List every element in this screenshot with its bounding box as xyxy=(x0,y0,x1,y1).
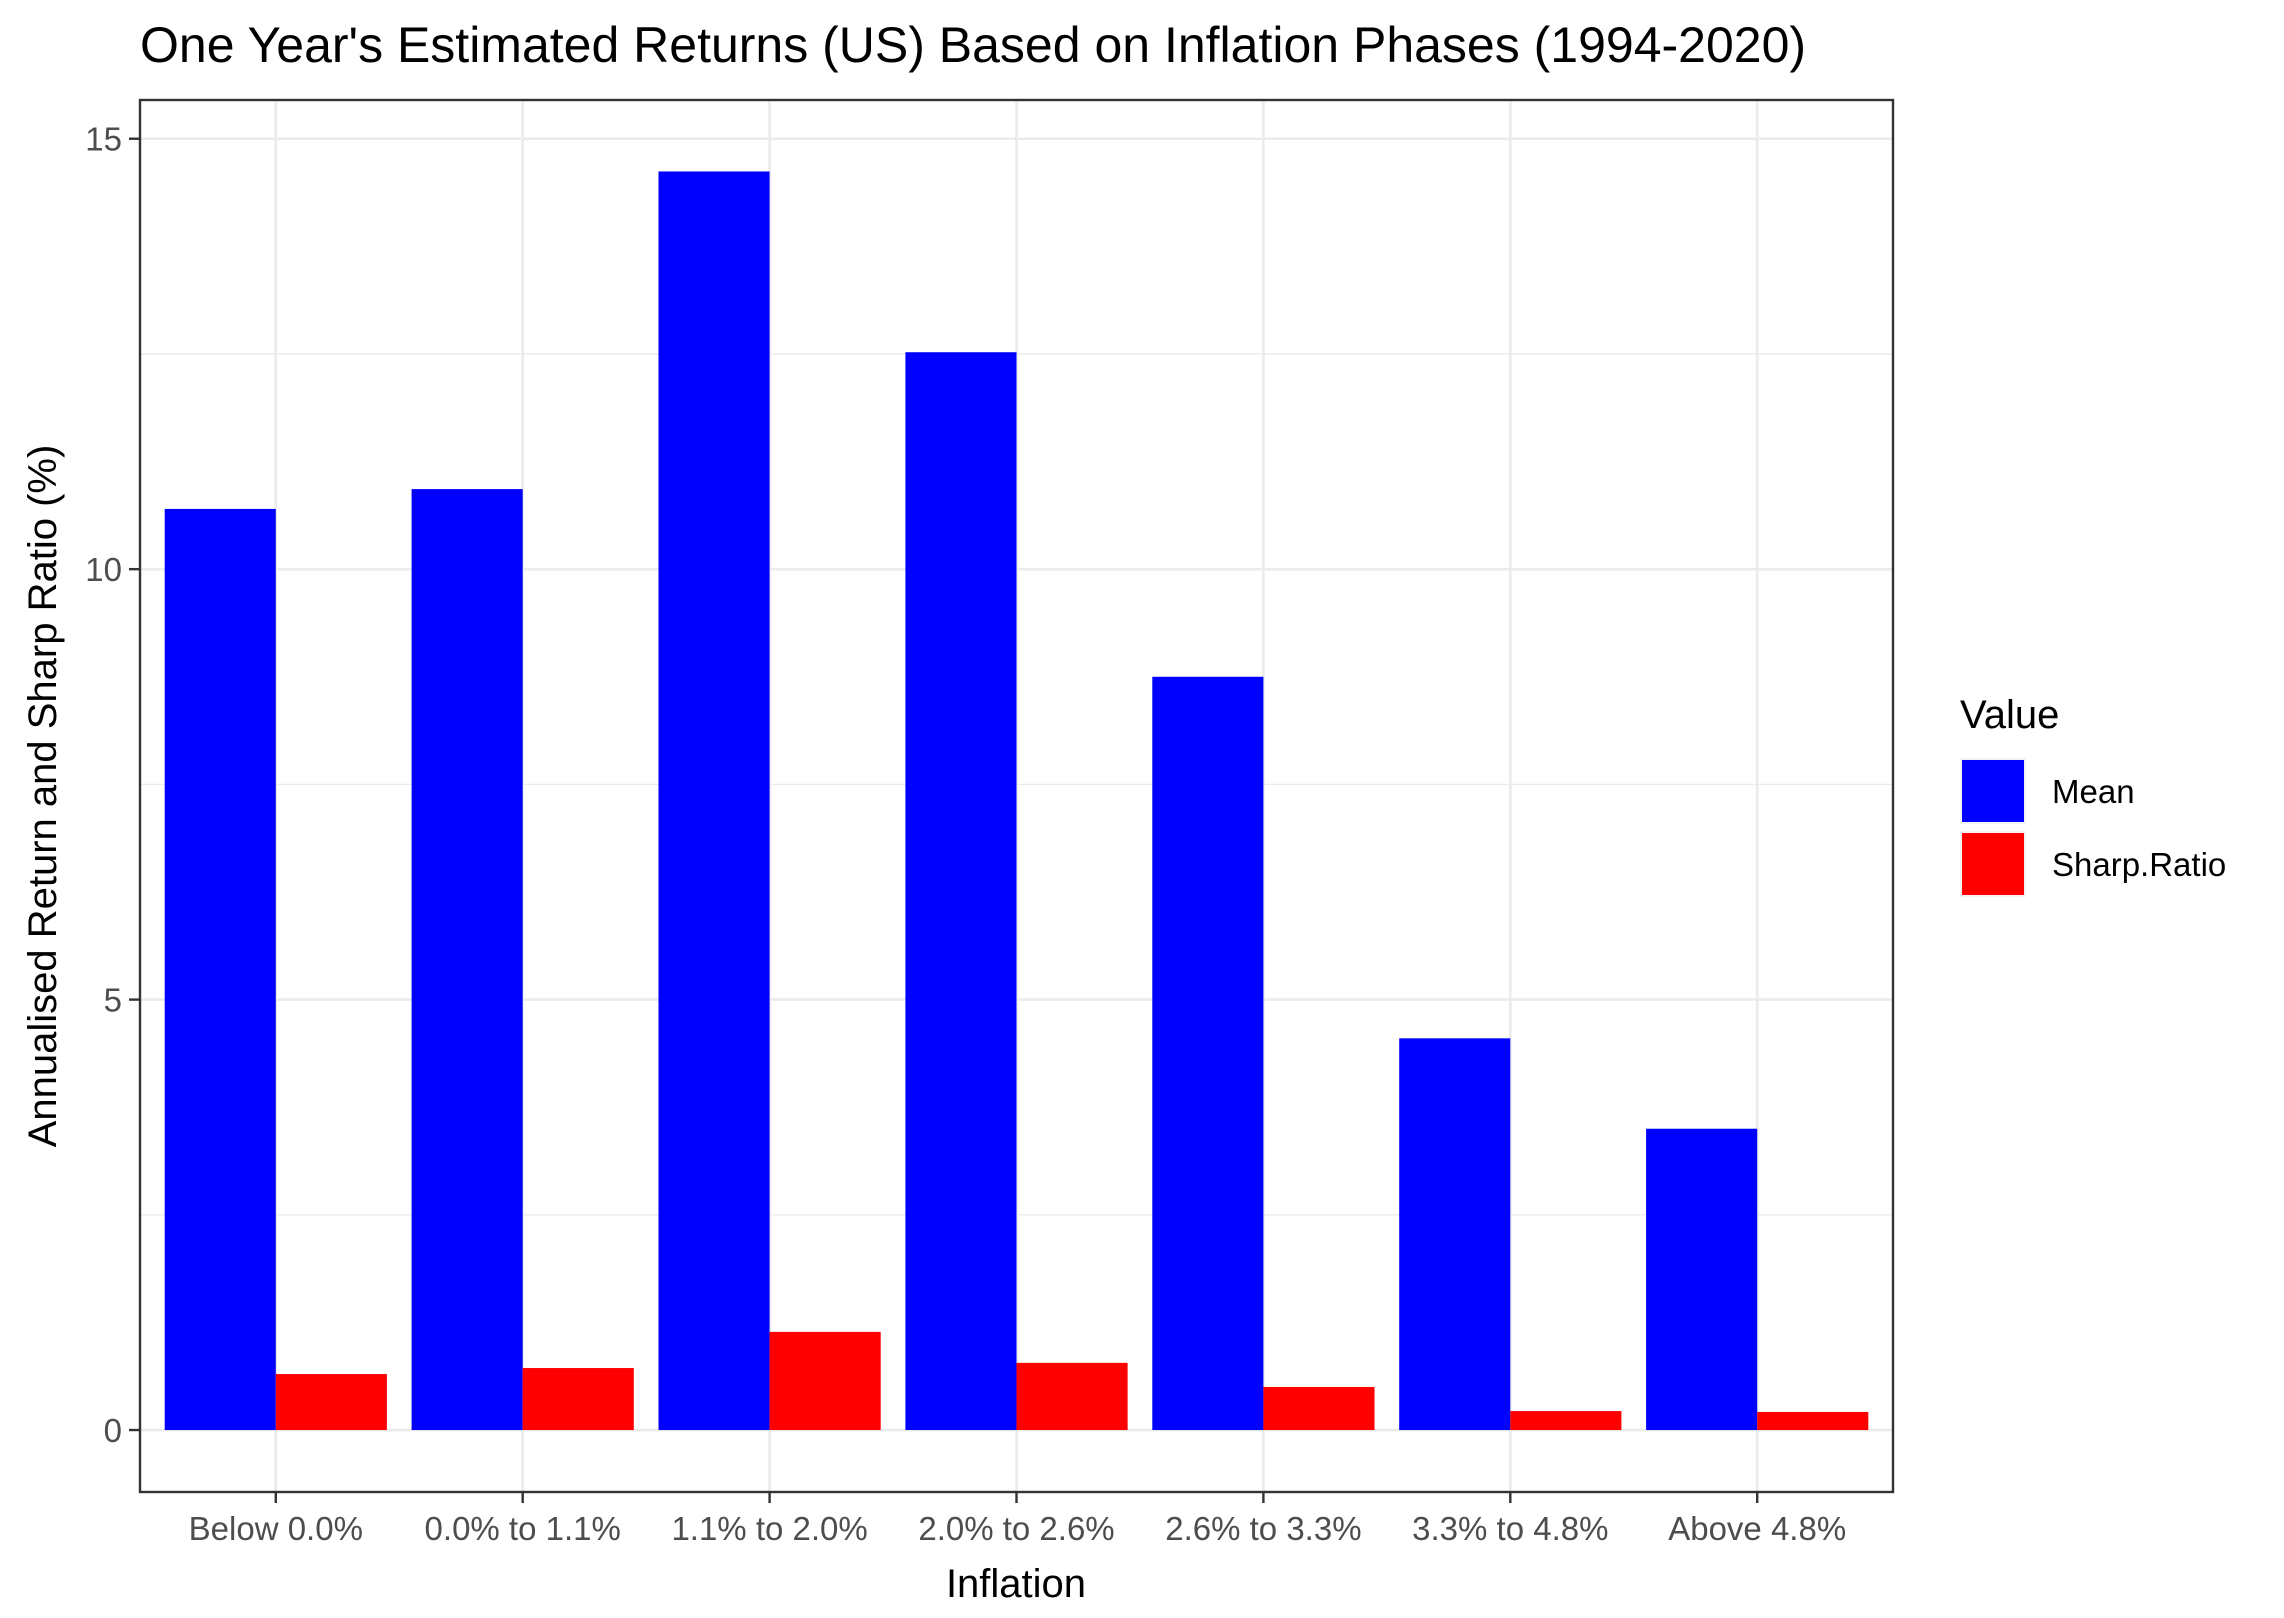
bar-sharp-ratio xyxy=(522,1368,634,1431)
legend-swatch xyxy=(1962,760,2024,822)
legend-label: Mean xyxy=(2052,773,2135,810)
legend-title: Value xyxy=(1960,693,2059,737)
bar-sharp-ratio xyxy=(1016,1362,1128,1431)
bar-mean xyxy=(1399,1038,1511,1431)
y-tick-label: 5 xyxy=(104,982,122,1019)
y-axis-title: Annualised Return and Sharp Ratio (%) xyxy=(21,445,65,1148)
x-tick-label: 2.6% to 3.3% xyxy=(1165,1510,1361,1547)
x-tick-label: Above 4.8% xyxy=(1668,1510,1846,1547)
axes: 0 5 10 15 Below 0.0% 0.0% to 1.1% 1.1% to 2.0%… xyxy=(85,121,1846,1547)
x-tick-label: 3.3% to 4.8% xyxy=(1412,1510,1608,1547)
legend: Value Mean Sharp.Ratio xyxy=(1960,693,2226,897)
bars xyxy=(164,171,1869,1431)
x-axis-title: Inflation xyxy=(946,1562,1086,1606)
x-tick-label: Below 0.0% xyxy=(189,1510,363,1547)
x-tick-label: 1.1% to 2.0% xyxy=(671,1510,867,1547)
bar-mean xyxy=(905,352,1017,1431)
chart-title: One Year's Estimated Returns (US) Based … xyxy=(140,17,1806,73)
x-tick-label: 0.0% to 1.1% xyxy=(425,1510,621,1547)
bar-sharp-ratio xyxy=(1510,1411,1622,1431)
y-tick-label: 15 xyxy=(85,121,122,158)
bar-mean xyxy=(411,489,523,1431)
bar-sharp-ratio xyxy=(1263,1386,1375,1431)
bar-mean xyxy=(658,171,770,1431)
y-tick-label: 10 xyxy=(85,551,122,588)
bar-mean xyxy=(1152,676,1264,1431)
x-tick-label: 2.0% to 2.6% xyxy=(918,1510,1114,1547)
bar-sharp-ratio xyxy=(769,1331,881,1431)
legend-label: Sharp.Ratio xyxy=(2052,846,2226,883)
bar-sharp-ratio xyxy=(275,1374,387,1431)
y-tick-label: 0 xyxy=(104,1412,122,1449)
bar-mean xyxy=(164,508,276,1431)
bar-sharp-ratio xyxy=(1757,1411,1869,1431)
bar-mean xyxy=(1646,1128,1758,1431)
legend-swatch xyxy=(1962,833,2024,895)
